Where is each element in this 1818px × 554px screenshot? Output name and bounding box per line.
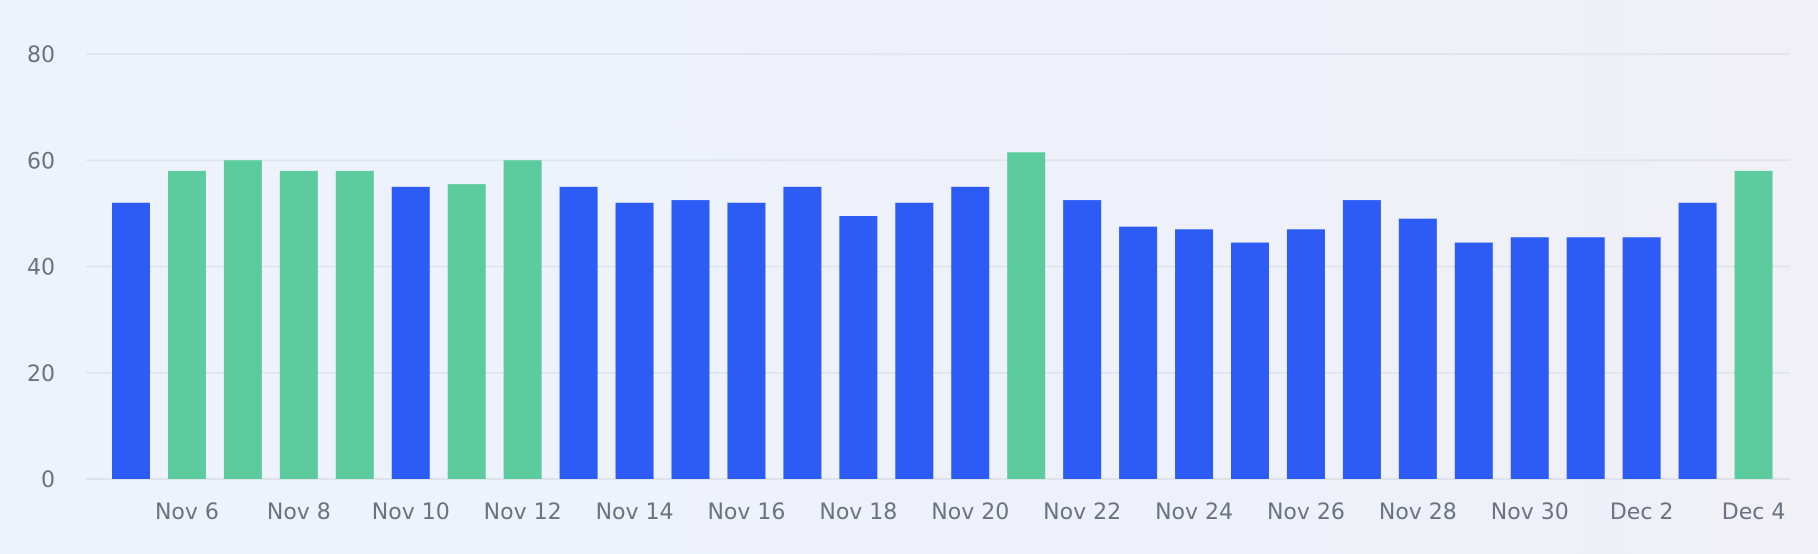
y-axis-tick-labels: 0 20 40 60 80 — [27, 43, 55, 493]
x-tick-label: Nov 24 — [1155, 500, 1233, 525]
bar-nov-27[interactable] — [1342, 200, 1381, 479]
x-axis-tick-labels: Nov 6 Nov 8 Nov 10 Nov 12 Nov 14 Nov 16 Nov 18… — [155, 500, 1785, 525]
bar-nov-21[interactable] — [1007, 152, 1046, 479]
bar-nov-20[interactable] — [951, 186, 990, 479]
x-tick-label: Nov 20 — [931, 500, 1009, 525]
x-tick-label: Nov 18 — [819, 500, 897, 525]
bar-dec-1[interactable] — [1566, 237, 1605, 479]
x-tick-label: Nov 14 — [596, 500, 674, 525]
y-tick-label: 20 — [27, 362, 55, 387]
bar-nov-23[interactable] — [1119, 226, 1158, 479]
bar-nov-29[interactable] — [1454, 242, 1493, 479]
bar-dec-2[interactable] — [1622, 237, 1661, 479]
x-tick-label: Nov 22 — [1043, 500, 1121, 525]
bar-nov-24[interactable] — [1175, 229, 1214, 479]
bar-nov-16[interactable] — [727, 202, 766, 479]
bar-nov-9[interactable] — [335, 170, 374, 479]
bar-nov-18[interactable] — [839, 216, 878, 479]
x-tick-label: Dec 4 — [1722, 500, 1786, 525]
x-tick-label: Nov 16 — [707, 500, 785, 525]
bar-nov-15[interactable] — [671, 200, 710, 479]
bar-nov-13[interactable] — [559, 186, 598, 479]
bar-nov-6[interactable] — [167, 170, 206, 479]
bar-nov-12[interactable] — [503, 160, 542, 479]
bar-nov-10[interactable] — [391, 186, 430, 479]
x-tick-label: Nov 10 — [372, 500, 450, 525]
y-tick-label: 80 — [27, 43, 55, 68]
bar-nov-26[interactable] — [1286, 229, 1325, 479]
bar-nov-5[interactable] — [112, 202, 150, 479]
x-tick-label: Nov 28 — [1379, 500, 1457, 525]
bar-nov-8[interactable] — [279, 170, 318, 479]
y-tick-label: 0 — [41, 468, 55, 493]
x-tick-label: Nov 12 — [484, 500, 562, 525]
x-tick-label: Dec 2 — [1610, 500, 1674, 525]
bar-nov-14[interactable] — [615, 202, 654, 479]
bar-nov-7[interactable] — [223, 160, 262, 479]
x-tick-label: Nov 30 — [1491, 500, 1569, 525]
bar-nov-22[interactable] — [1063, 200, 1102, 479]
bar-nov-25[interactable] — [1231, 242, 1269, 479]
y-tick-label: 40 — [27, 256, 55, 281]
bar-nov-11[interactable] — [447, 184, 486, 479]
bar-dec-4[interactable] — [1734, 170, 1773, 479]
y-tick-label: 60 — [27, 149, 55, 174]
bar-nov-17[interactable] — [783, 186, 822, 479]
bar-nov-30[interactable] — [1510, 237, 1549, 479]
x-tick-label: Nov 6 — [155, 500, 219, 525]
x-tick-label: Nov 26 — [1267, 500, 1345, 525]
bar-dec-3[interactable] — [1678, 202, 1717, 479]
bar-nov-28[interactable] — [1398, 218, 1437, 479]
x-tick-label: Nov 8 — [267, 500, 331, 525]
bars — [112, 152, 1773, 479]
bar-nov-19[interactable] — [895, 202, 934, 479]
